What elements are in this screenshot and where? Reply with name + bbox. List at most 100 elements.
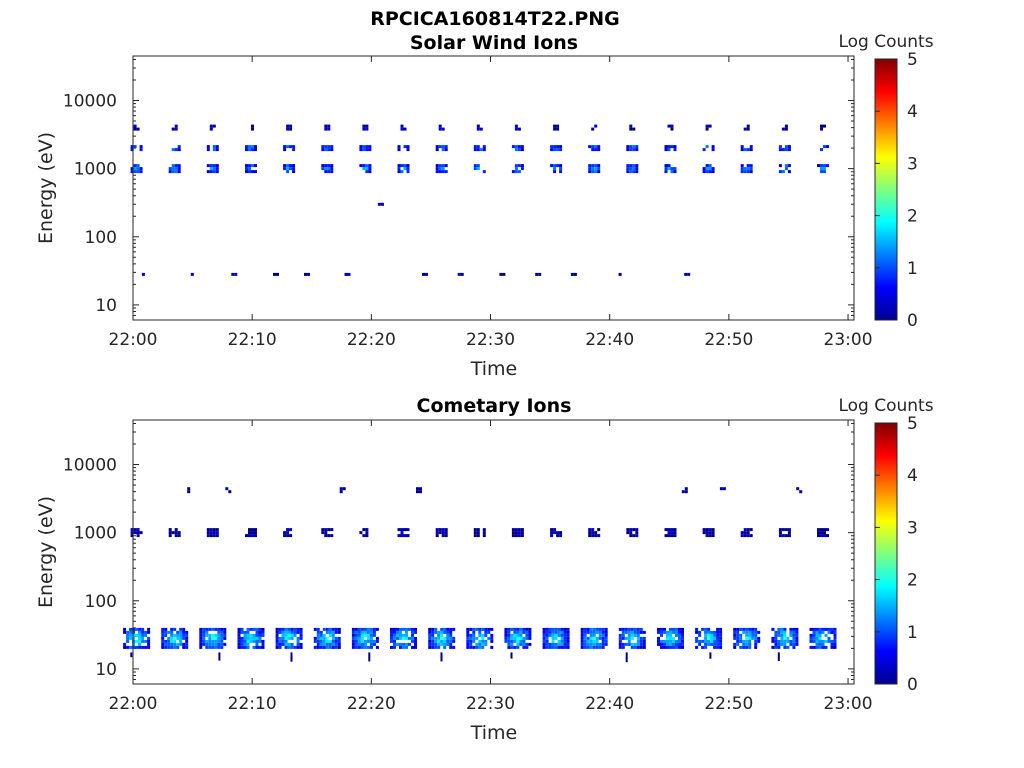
solar-wind-panel: Solar Wind Ions 22:00 22:10 22:20 22:30 22:4…	[35, 32, 934, 380]
spectrogram-cell	[319, 630, 323, 634]
spectrogram-cell	[820, 167, 823, 171]
spectrogram-cell	[130, 167, 134, 171]
spectrogram-cell	[316, 636, 320, 640]
spectrogram-cell	[176, 642, 180, 646]
spectrogram-cell	[588, 534, 592, 538]
spectrogram-cell	[789, 639, 793, 643]
spectrogram-cell	[435, 167, 439, 171]
spectrogram-cell	[823, 124, 826, 128]
spectrogram-cell	[205, 642, 209, 646]
colorbar-tick-label: 0	[907, 675, 918, 695]
spectrogram-cell	[669, 636, 672, 640]
spectrogram-cell	[698, 633, 702, 637]
spectrogram-cell	[220, 636, 224, 640]
spectrogram-cell	[604, 627, 608, 631]
spectrogram-cell	[548, 633, 552, 637]
spectrogram-cell	[695, 639, 699, 643]
spectrogram-cell	[601, 627, 605, 631]
spectrogram-cell	[403, 167, 407, 171]
spectrogram-cell	[525, 633, 529, 637]
spectrogram-cell	[254, 528, 257, 532]
spectrogram-cell	[504, 630, 508, 634]
spectrogram-cell	[444, 148, 448, 152]
y-tick-label: 100	[85, 592, 117, 612]
spectrogram-cell	[745, 627, 749, 631]
spectrogram-cell	[502, 272, 506, 276]
spectrogram-cell	[675, 630, 678, 634]
spectrogram-cell	[635, 167, 639, 171]
spectrogram-cell	[711, 531, 715, 535]
spectrogram-cell	[212, 534, 216, 538]
spectrogram-cell	[598, 630, 602, 634]
spectrogram-cell	[327, 124, 331, 128]
spectrogram-cell	[176, 645, 180, 649]
spectrogram-cell	[286, 127, 290, 131]
spectrogram-cell	[667, 534, 671, 538]
spectrogram-cell	[713, 642, 717, 646]
spectrogram-cell	[705, 164, 709, 168]
spectrogram-cell	[632, 167, 636, 171]
spectrogram-cell	[815, 630, 819, 634]
spectrogram-cell	[252, 633, 256, 637]
spectrogram-cell	[161, 642, 165, 646]
spectrogram-cell	[815, 639, 819, 643]
spectrogram-cell	[667, 528, 671, 532]
spectrogram-cell	[618, 645, 622, 649]
spectrogram-cell	[594, 164, 598, 168]
spectrogram-cell	[199, 636, 203, 640]
spectrogram-cell	[560, 630, 564, 634]
spectrogram-cell	[402, 633, 405, 637]
spectrogram-cell	[604, 630, 608, 634]
spectrogram-cell	[275, 636, 279, 640]
spectrogram-cell	[583, 642, 587, 646]
spectrogram-cell	[243, 633, 247, 637]
spectrogram-cell	[443, 642, 447, 646]
spectrogram-cell	[357, 639, 361, 643]
spectrogram-cell	[130, 531, 134, 535]
spectrogram-cell	[626, 145, 630, 149]
spectrogram-cell	[591, 534, 595, 538]
spectrogram-cell	[286, 167, 290, 171]
spectrogram-cell	[719, 639, 723, 643]
colorbar-tick-label: 3	[907, 518, 918, 538]
spectrogram-cell	[799, 490, 803, 494]
spectrogram-cell	[528, 636, 532, 640]
spectrogram-cell	[249, 627, 253, 631]
spectrogram-cell	[510, 639, 514, 643]
spectrogram-cell	[360, 639, 364, 643]
spectrogram-cell	[248, 145, 251, 149]
spectrogram-cell	[669, 642, 672, 646]
spectrogram-cell	[771, 639, 775, 643]
spectrogram-cell	[478, 645, 482, 649]
spectrogram-cell	[787, 528, 791, 532]
spectrogram-cell	[507, 627, 511, 631]
spectrogram-cell	[705, 531, 709, 535]
spectrogram-cell	[716, 636, 720, 640]
spectrogram-cell	[780, 630, 784, 634]
spectrogram-cell	[466, 627, 470, 631]
x-tick-label: 22:20	[347, 694, 396, 714]
spectrogram-cell	[132, 630, 136, 634]
spectrogram-cell	[705, 534, 709, 538]
spectrogram-cell	[820, 164, 823, 168]
spectrogram-cell	[237, 642, 241, 646]
spectrogram-cell	[604, 636, 608, 640]
spectrogram-cell	[736, 627, 740, 631]
spectrogram-cell	[275, 630, 279, 634]
spectrogram-cell	[787, 531, 791, 535]
spectrogram-cell	[330, 170, 334, 174]
spectrogram-cell	[258, 636, 262, 640]
spectrogram-cell	[597, 528, 601, 532]
spectrogram-cell	[553, 164, 557, 168]
spectrogram-cell	[707, 627, 711, 631]
spectrogram-cell	[588, 531, 592, 535]
spectrogram-cell	[179, 639, 183, 643]
spectrogram-cell	[139, 531, 143, 535]
spectrogram-cell	[746, 167, 750, 171]
spectrogram-cell	[591, 164, 595, 168]
spectrogram-cell	[672, 642, 675, 646]
spectrogram-cell	[490, 627, 494, 631]
spectrogram-cell	[748, 642, 752, 646]
spectrogram-cell	[212, 124, 216, 128]
spectrogram-cell	[351, 642, 355, 646]
